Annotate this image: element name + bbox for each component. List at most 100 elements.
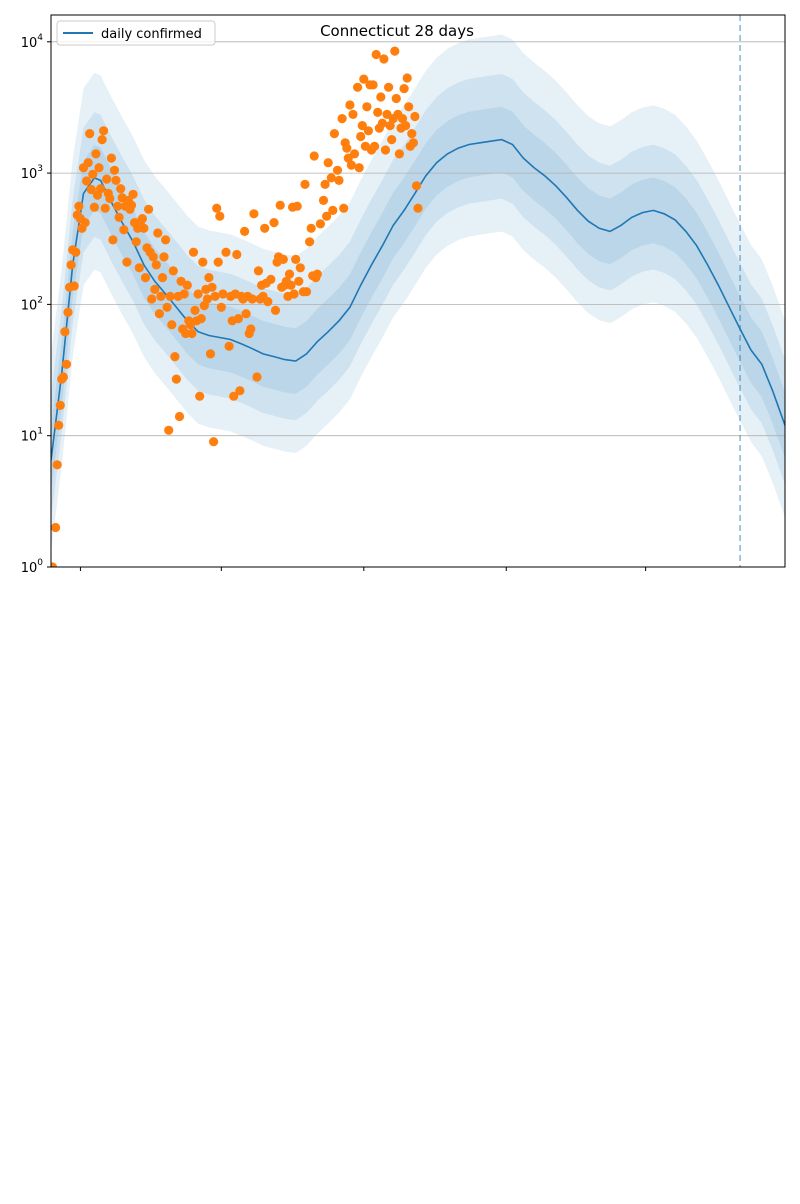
data-point <box>295 263 305 273</box>
data-point <box>291 254 301 264</box>
data-point <box>94 163 104 173</box>
data-point <box>153 228 163 238</box>
chart-title: Connecticut 28 days <box>320 22 474 40</box>
data-point <box>148 252 158 262</box>
data-point <box>161 235 171 245</box>
data-point <box>106 153 116 163</box>
data-point <box>329 129 339 139</box>
data-point <box>54 420 64 430</box>
data-point <box>232 249 242 260</box>
data-point <box>137 214 147 224</box>
data-point <box>370 141 380 151</box>
data-point <box>323 158 333 168</box>
data-point <box>292 201 302 211</box>
y-tick-exponent: 3 <box>37 164 43 174</box>
data-point <box>157 273 168 283</box>
plot-frame <box>50 14 786 568</box>
data-point <box>410 111 420 122</box>
data-point <box>51 522 61 533</box>
data-point <box>116 184 126 194</box>
data-point <box>209 437 219 447</box>
data-point <box>397 114 408 124</box>
data-point <box>275 200 285 210</box>
data-point <box>294 276 304 286</box>
data-point <box>384 82 394 92</box>
data-point <box>170 352 180 362</box>
data-point <box>385 121 395 131</box>
data-point <box>249 209 259 219</box>
data-point <box>278 254 288 264</box>
data-point <box>193 289 203 299</box>
data-point <box>342 143 352 153</box>
data-point <box>168 266 178 276</box>
data-point <box>182 280 192 290</box>
data-point <box>241 309 251 319</box>
data-point <box>187 328 197 339</box>
data-point <box>195 391 205 401</box>
data-point <box>147 294 157 304</box>
data-point <box>156 291 166 301</box>
legend-label: daily confirmed <box>101 27 202 42</box>
data-point <box>402 73 412 83</box>
data-point <box>253 266 264 276</box>
data-point <box>128 189 138 199</box>
data-point <box>377 118 387 128</box>
data-point <box>99 126 109 136</box>
data-point <box>246 324 256 334</box>
data-point <box>354 163 364 173</box>
data-point <box>233 314 243 324</box>
data-point <box>150 284 160 294</box>
data-point <box>312 269 322 279</box>
data-point <box>109 165 120 175</box>
data-point <box>263 297 273 307</box>
legend: daily confirmed <box>56 20 216 46</box>
data-point <box>368 80 378 90</box>
data-point <box>126 200 137 210</box>
data-point <box>58 372 68 382</box>
data-point <box>71 247 81 257</box>
uncertainty-band-3 <box>51 106 785 494</box>
data-point <box>363 126 373 136</box>
plot-area <box>51 34 785 567</box>
data-point <box>337 114 347 124</box>
data-point <box>356 131 366 142</box>
data-point <box>144 204 154 214</box>
data-point <box>51 562 58 567</box>
data-point <box>270 305 281 315</box>
data-point <box>260 223 270 233</box>
data-point <box>207 282 217 292</box>
data-point <box>284 269 295 279</box>
data-point <box>216 302 226 312</box>
data-point <box>322 211 332 221</box>
data-point <box>266 274 276 284</box>
data-point <box>83 158 93 168</box>
data-point <box>413 203 423 213</box>
data-point <box>394 149 404 159</box>
data-point <box>97 135 107 145</box>
data-point <box>74 201 84 211</box>
data-point <box>320 179 330 189</box>
data-point <box>390 46 400 56</box>
data-point <box>348 109 358 119</box>
data-point <box>373 107 383 117</box>
data-point <box>359 74 369 84</box>
data-point <box>102 174 112 184</box>
data-point <box>349 149 360 159</box>
data-point <box>151 260 161 270</box>
data-point <box>88 169 98 179</box>
data-point <box>55 400 65 410</box>
data-point <box>154 309 164 319</box>
data-point <box>387 135 397 145</box>
data-point <box>66 260 76 270</box>
data-point <box>407 129 417 139</box>
data-point <box>411 181 422 191</box>
data-point <box>218 289 228 299</box>
data-point <box>82 176 92 186</box>
data-point <box>196 314 206 324</box>
data-point <box>215 211 225 221</box>
data-point <box>212 203 222 213</box>
data-point <box>113 201 123 211</box>
data-point <box>380 145 391 155</box>
